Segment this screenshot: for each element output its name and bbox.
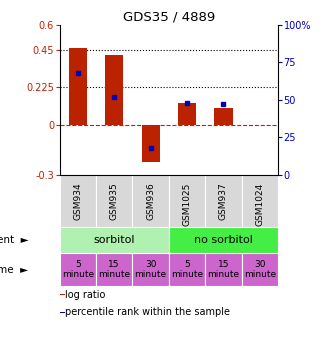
Text: time  ►: time ► [0,265,28,275]
Title: GDS35 / 4889: GDS35 / 4889 [123,11,215,24]
Bar [242,175,278,227]
Text: log ratio: log ratio [65,290,106,300]
Text: 5
minute: 5 minute [171,260,203,279]
Bar [169,227,278,253]
Text: 5
minute: 5 minute [62,260,94,279]
Text: 15
minute: 15 minute [207,260,240,279]
Text: 30
minute: 30 minute [134,260,167,279]
Bar [142,125,160,162]
Bar [132,253,169,286]
Text: agent  ►: agent ► [0,235,28,245]
Bar [242,253,278,286]
Text: GSM936: GSM936 [146,183,155,220]
Text: sorbitol: sorbitol [93,235,135,245]
Bar [178,103,196,125]
Bar [169,175,205,227]
Bar [60,253,96,286]
Text: percentile rank within the sample: percentile rank within the sample [65,307,230,317]
Bar [132,175,169,227]
Text: GSM937: GSM937 [219,183,228,220]
Bar [214,108,232,125]
Bar [96,253,132,286]
Text: GSM934: GSM934 [73,183,82,220]
Bar [96,175,132,227]
Bar [60,294,65,295]
Bar [205,253,242,286]
Text: 15
minute: 15 minute [98,260,130,279]
Text: GSM1024: GSM1024 [255,183,264,226]
Text: GSM935: GSM935 [110,183,119,220]
Bar [169,253,205,286]
Bar [69,48,87,125]
Text: 30
minute: 30 minute [244,260,276,279]
Bar [60,227,169,253]
Bar [60,175,96,227]
Bar [205,175,242,227]
Bar [60,312,65,313]
Bar [105,55,123,125]
Text: GSM1025: GSM1025 [182,183,192,226]
Text: no sorbitol: no sorbitol [194,235,253,245]
